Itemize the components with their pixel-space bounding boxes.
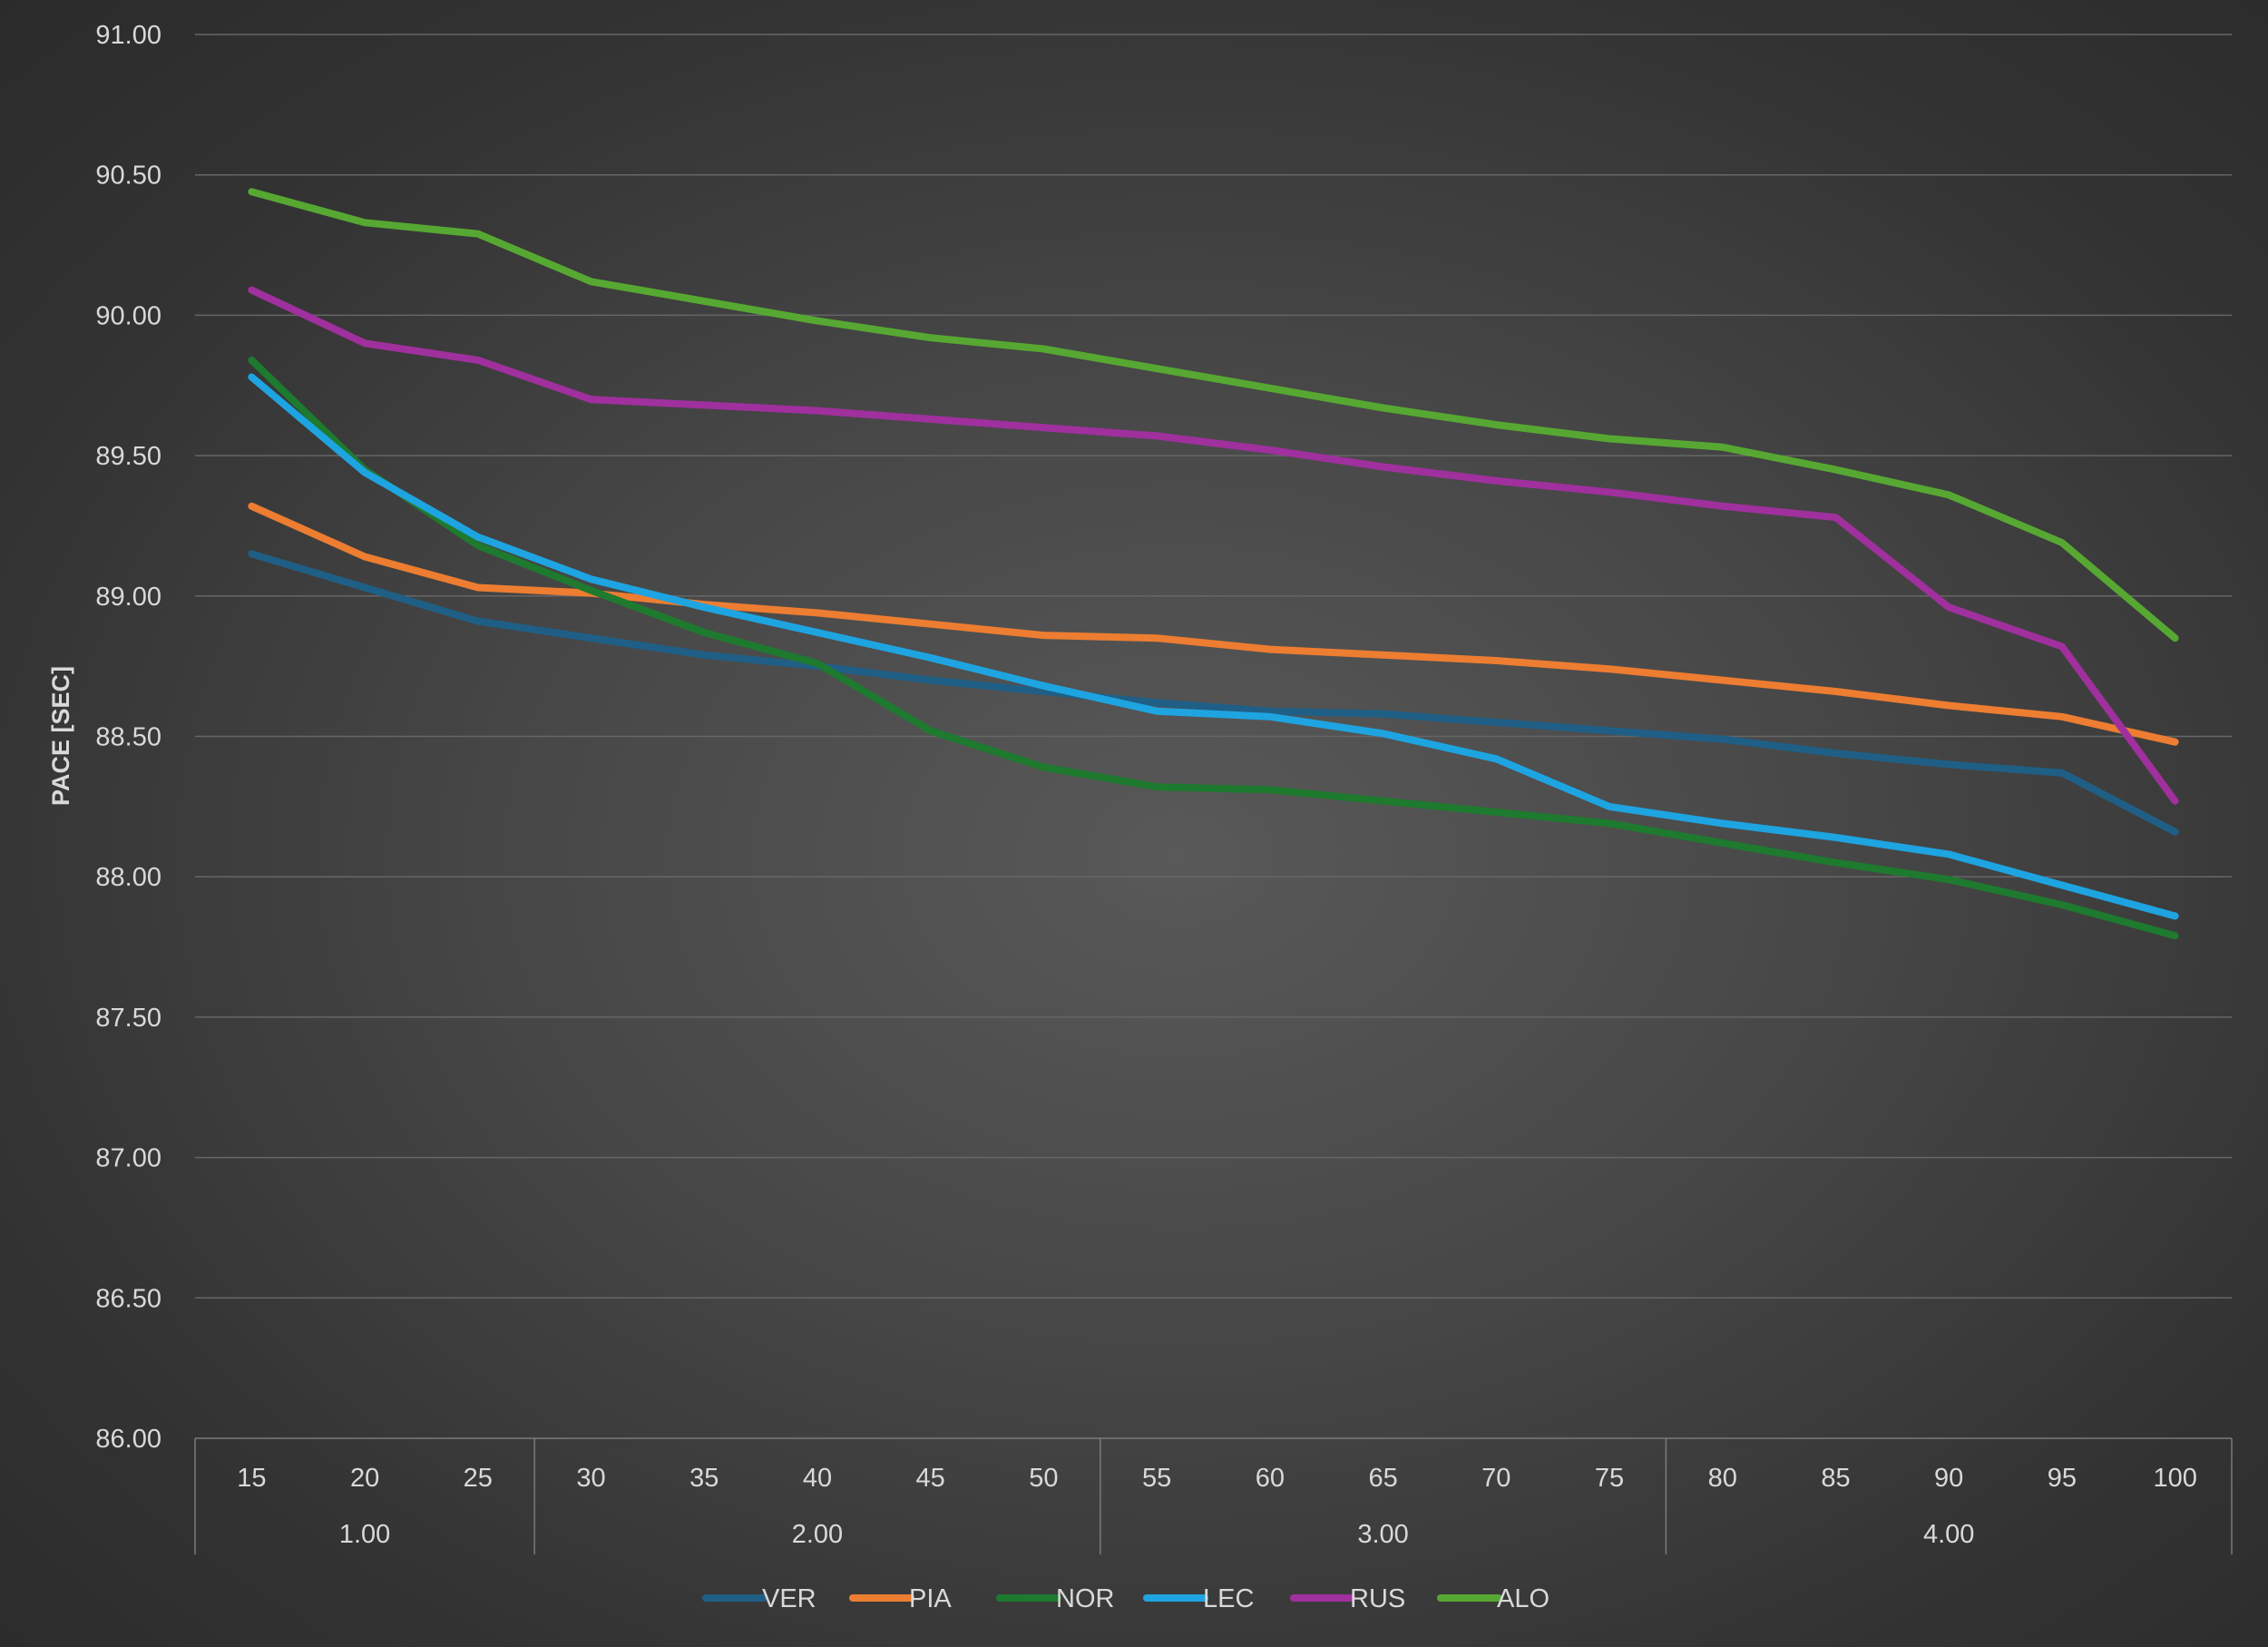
series-line-alo: [248, 188, 2179, 642]
x-tick-label: 100: [2153, 1464, 2196, 1493]
legend-item-nor: NOR: [996, 1584, 1114, 1613]
x-tick-label: 80: [1708, 1464, 1737, 1493]
x-tick-label: 40: [803, 1464, 832, 1493]
x-tick-label: 55: [1142, 1464, 1171, 1493]
legend-item-ver: VER: [702, 1584, 816, 1613]
series-line-ver: [248, 550, 2179, 836]
legend-label: NOR: [1056, 1584, 1114, 1613]
x-tick-label: 35: [689, 1464, 719, 1493]
series-line-lec: [248, 373, 2179, 920]
y-tick-label: 89.00: [95, 583, 161, 612]
x-tick-label: 75: [1595, 1464, 1624, 1493]
legend-label: PIA: [909, 1584, 952, 1613]
legend-label: VER: [762, 1584, 816, 1613]
x-tick-label: 25: [464, 1464, 493, 1493]
x-group-label: 3.00: [1357, 1520, 1408, 1549]
x-tick-label: 90: [1934, 1464, 1963, 1493]
x-tick-label: 95: [2048, 1464, 2077, 1493]
y-tick-label: 88.00: [95, 863, 161, 892]
legend-item-pia: PIA: [849, 1584, 952, 1613]
series-lines: [248, 188, 2179, 940]
x-tick-label: 30: [576, 1464, 605, 1493]
legend: VER PIA NOR LEC RUS ALO: [702, 1584, 1549, 1613]
x-tick-label: 45: [916, 1464, 945, 1493]
legend-label: ALO: [1497, 1584, 1549, 1613]
x-tick-label: 20: [350, 1464, 379, 1493]
series-line-pia: [248, 502, 2179, 746]
y-tick-label: 91.00: [95, 21, 161, 50]
y-tick-label: 87.00: [95, 1144, 161, 1173]
legend-label: RUS: [1350, 1584, 1405, 1613]
y-tick-label: 86.50: [95, 1284, 161, 1313]
y-tick-label: 87.50: [95, 1004, 161, 1033]
x-tick-label: 15: [237, 1464, 266, 1493]
y-tick-label: 89.50: [95, 442, 161, 471]
y-axis-title: PACE [SEC]: [47, 666, 74, 806]
x-tick-label: 50: [1029, 1464, 1058, 1493]
legend-item-alo: ALO: [1437, 1584, 1549, 1613]
legend-label: LEC: [1203, 1584, 1254, 1613]
series-line-rus: [248, 286, 2179, 805]
y-axis: 86.00 86.50 87.00 87.50 88.00 88.50 89.00 89.50…: [95, 21, 161, 1454]
y-tick-label: 86.00: [95, 1425, 161, 1454]
y-tick-label: 90.50: [95, 162, 161, 191]
x-group-label: 4.00: [1923, 1520, 1974, 1549]
x-group-label: 2.00: [792, 1520, 843, 1549]
x-axis: 15 20 25 30 35 40 45 50 55 60 65 70 75 80 85 90 95 100 1.0…: [194, 1438, 2233, 1554]
series-line-nor: [248, 356, 2179, 940]
y-tick-label: 90.00: [95, 301, 161, 330]
x-tick-label: 60: [1256, 1464, 1285, 1493]
x-tick-label: 70: [1481, 1464, 1510, 1493]
x-tick-label: 85: [1821, 1464, 1850, 1493]
x-tick-label: 65: [1368, 1464, 1397, 1493]
legend-item-lec: LEC: [1143, 1584, 1254, 1613]
legend-item-rus: RUS: [1290, 1584, 1405, 1613]
y-tick-label: 88.50: [95, 723, 161, 752]
gridlines: [195, 34, 2232, 1439]
x-group-label: 1.00: [339, 1520, 390, 1549]
